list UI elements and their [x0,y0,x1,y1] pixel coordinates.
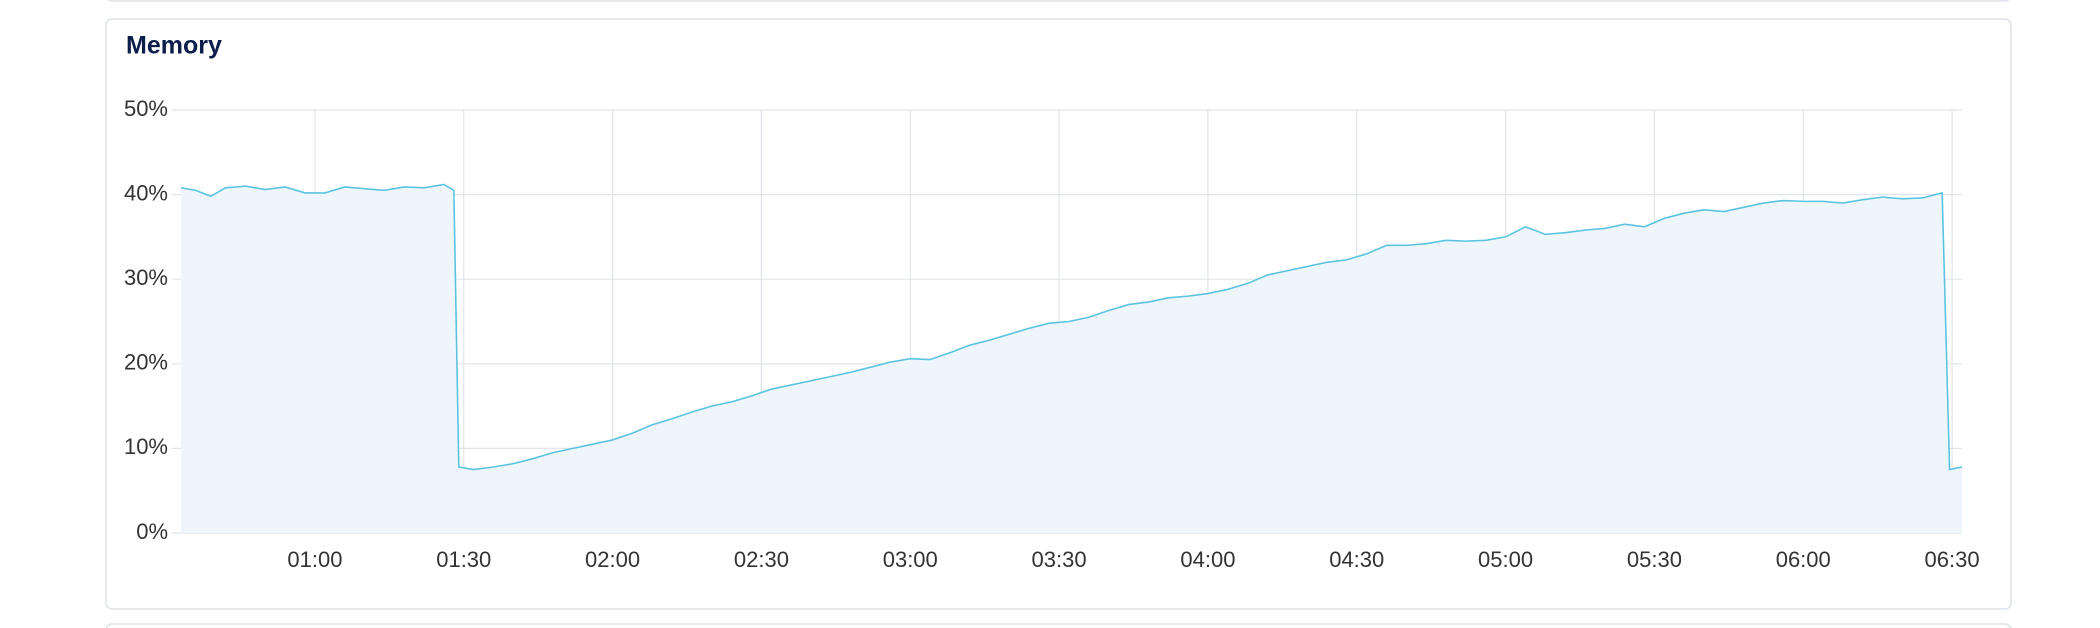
x-tick-label: 03:30 [1032,547,1087,572]
chart-title: Memory [126,32,222,60]
previous-card [107,0,2010,2]
x-tick-label: 02:30 [734,547,789,572]
x-tick-label: 06:30 [1925,547,1980,572]
x-tick-label: 05:30 [1627,547,1682,572]
x-tick-label: 06:00 [1776,547,1831,572]
next-card [105,623,2012,628]
x-tick-label: 01:30 [436,547,491,572]
x-tick-label: 05:00 [1478,547,1533,572]
memory-line [180,183,1963,471]
x-tick-label: 01:00 [287,547,342,572]
y-tick-label: 20% [124,350,168,375]
y-tick-label: 10% [124,434,168,459]
y-tick-label: 0% [136,519,168,544]
y-tick-label: 40% [124,180,168,205]
x-tick-label: 04:30 [1329,547,1384,572]
y-tick-label: 50% [124,96,168,121]
x-tick-label: 04:00 [1180,547,1235,572]
y-tick-label: 30% [124,265,168,290]
x-tick-label: 02:00 [585,547,640,572]
area-fill [180,184,1963,533]
x-tick-label: 03:00 [883,547,938,572]
